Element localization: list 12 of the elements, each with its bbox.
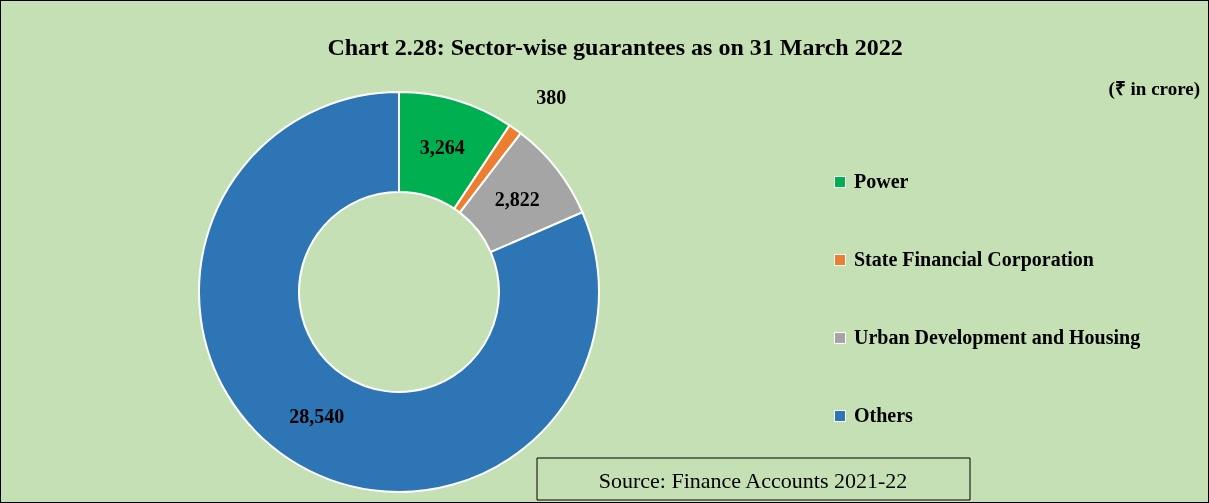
chart-title: Chart 2.28: Sector-wise guarantees as on 31 March 2022	[327, 34, 903, 60]
legend-label: Urban Development and Housing	[854, 326, 1141, 349]
legend-label: State Financial Corporation	[854, 248, 1094, 271]
source-note: Source: Finance Accounts 2021-22	[598, 468, 908, 493]
data-label: 2,822	[494, 187, 540, 210]
data-label: 380	[536, 86, 567, 109]
legend-label: Power	[854, 170, 909, 192]
donut-slice	[198, 91, 600, 493]
chart-subtitle: (₹ in crore)	[1108, 78, 1200, 100]
data-label: 28,540	[289, 405, 345, 428]
legend-label: Others	[854, 404, 914, 426]
data-label: 3,264	[419, 136, 465, 159]
